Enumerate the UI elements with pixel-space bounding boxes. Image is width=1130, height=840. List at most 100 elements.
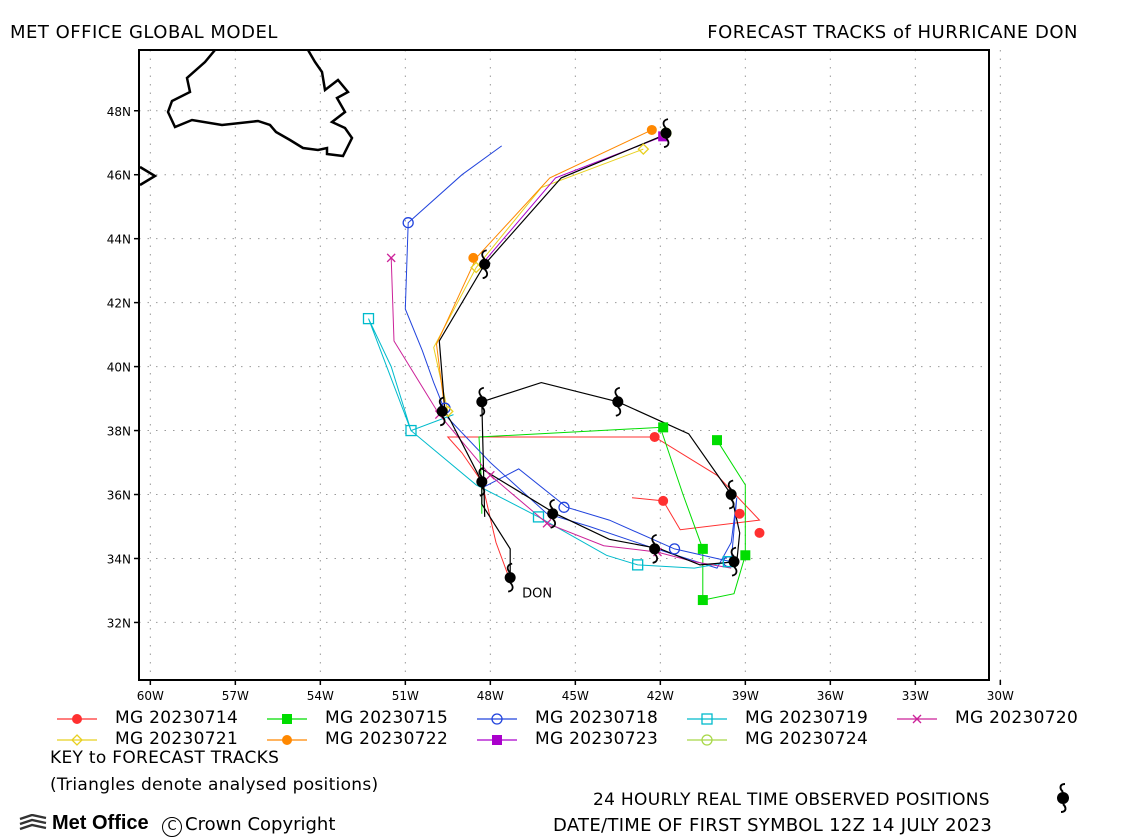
- lon-tick-label: 57W: [222, 689, 249, 703]
- hurricane-symbol-core: [649, 543, 661, 555]
- track-marker: [658, 422, 669, 433]
- forecast-track-line: [433, 148, 644, 412]
- legend-item-label: MG 20230718: [535, 708, 659, 728]
- lon-tick-label: 36W: [817, 689, 844, 703]
- grid-layer: [134, 50, 1002, 685]
- coastline-layer: [139, 49, 354, 187]
- hurricane-symbol-arm: [662, 118, 669, 129]
- hurricane-symbol-arm: [506, 562, 513, 574]
- hurricane-symbol-arm: [652, 553, 659, 564]
- hurricane-symbol-core: [476, 396, 488, 408]
- lon-tick-label: 51W: [392, 689, 419, 703]
- hurricane-symbol-arm: [479, 406, 486, 417]
- track-marker: [734, 508, 745, 519]
- copyright-text: Crown Copyright: [185, 814, 336, 835]
- hurricane-symbol: [476, 466, 488, 497]
- legend-swatch: [687, 713, 727, 725]
- track-marker: [402, 217, 414, 229]
- legend-item-label: MG 20230720: [955, 708, 1079, 728]
- marker-stroke: [542, 518, 552, 528]
- hurricane-symbol-arm: [731, 566, 738, 577]
- hurricane-symbol-arm: [727, 479, 734, 491]
- hurricane-symbol-arm: [439, 415, 446, 427]
- hurricane-symbol-core: [436, 405, 448, 417]
- hurricane-symbol-core: [504, 572, 516, 584]
- track-marker: [282, 714, 292, 724]
- track-marker: [405, 424, 417, 437]
- lon-tick-label: 48W: [477, 689, 504, 703]
- observed-track-layer: [438, 132, 741, 578]
- marker-stroke: [912, 714, 922, 724]
- track-marker: [754, 527, 765, 538]
- legend-swatch: [477, 735, 517, 745]
- hurricane-symbol-arm: [550, 518, 557, 529]
- track-marker: [532, 511, 545, 523]
- track-marker: [740, 550, 751, 561]
- track-marker: [542, 518, 552, 528]
- legend-swatch: [897, 714, 937, 724]
- hurricane-symbol-arm: [478, 466, 485, 478]
- lat-tick-label: 34N: [107, 552, 131, 566]
- track-marker: [468, 252, 479, 263]
- track-marker: [632, 559, 644, 571]
- track-marker: [712, 435, 722, 446]
- track-marker: [71, 734, 83, 746]
- hurricane-symbol-core: [728, 556, 740, 568]
- legend-item-label: MG 20230723: [535, 729, 659, 749]
- legend-item-label: MG 20230724: [745, 729, 869, 749]
- track-marker: [697, 595, 708, 606]
- track-marker: [491, 713, 503, 725]
- hurricane-symbol: [504, 562, 516, 593]
- hurricane-symbol-core: [479, 258, 491, 270]
- plot-frame: [138, 49, 990, 681]
- newfoundland-coastline: [166, 49, 354, 158]
- lat-tick-label: 38N: [107, 425, 131, 439]
- tracks-layer: [368, 129, 761, 601]
- lat-tick-label: 46N: [107, 169, 131, 183]
- legend-swatch: [267, 714, 307, 724]
- legend-item-label: MG 20230719: [745, 708, 869, 728]
- lon-tick-label: 45W: [562, 689, 589, 703]
- legend-item-label: MG 20230715: [325, 708, 449, 728]
- forecast-track-line: [446, 436, 761, 582]
- lon-tick-label: 60W: [137, 689, 164, 703]
- track-map: DON 60W 57W 54W 51W 48W 45W 42W 39W 36W 33W 30W 48N…: [107, 49, 1014, 703]
- lon-tick-label: 30W: [987, 689, 1014, 703]
- forecast-track-line: [478, 426, 746, 601]
- datetime-note: DATE/TIME OF FIRST SYMBOL 12Z 14 JULY 20…: [553, 815, 993, 836]
- track-marker: [658, 495, 669, 506]
- hurricane-symbol: [479, 249, 491, 280]
- track-marker: [646, 124, 657, 135]
- hurricane-symbol-core: [547, 508, 559, 520]
- storm-name-label: DON: [522, 587, 552, 602]
- legend-swatch: [477, 713, 517, 725]
- hurricane-symbol-arm: [663, 137, 670, 149]
- hurricane-symbol-arm: [728, 498, 735, 510]
- hurricane-symbols-layer: [436, 118, 740, 593]
- hurricane-symbol-arm: [730, 546, 737, 558]
- hurricane-symbol: [649, 534, 661, 564]
- met-office-logo: Met Office: [18, 812, 149, 835]
- track-marker: [668, 543, 681, 555]
- axis-labels: 60W 57W 54W 51W 48W 45W 42W 39W 36W 33W 30W 48N 46N 4…: [107, 105, 1014, 703]
- hurricane-symbol-arm: [651, 534, 657, 545]
- lat-tick-label: 32N: [107, 616, 131, 630]
- hurricane-symbol: [725, 479, 737, 510]
- copyright-icon: C: [162, 817, 182, 837]
- met-office-waves-icon: [19, 814, 47, 831]
- track-marker: [558, 501, 570, 513]
- legend-swatch: [267, 735, 307, 745]
- hurricane-symbol-core: [612, 396, 624, 408]
- hurricane-symbol-core: [725, 489, 737, 501]
- lon-tick-label: 39W: [732, 689, 759, 703]
- legend-swatch: [687, 734, 727, 746]
- hurricane-symbol-arm: [614, 386, 621, 398]
- met-office-logo-text: Met Office: [52, 812, 149, 834]
- track-marker: [485, 470, 495, 480]
- hurricane-symbol: [728, 546, 740, 577]
- lon-tick-label: 33W: [902, 689, 929, 703]
- observed-positions-note: 24 HOURLY REAL TIME OBSERVED POSITIONS: [593, 790, 990, 810]
- track-marker: [697, 543, 708, 554]
- lon-tick-label: 42W: [647, 689, 674, 703]
- track-marker: [386, 253, 396, 263]
